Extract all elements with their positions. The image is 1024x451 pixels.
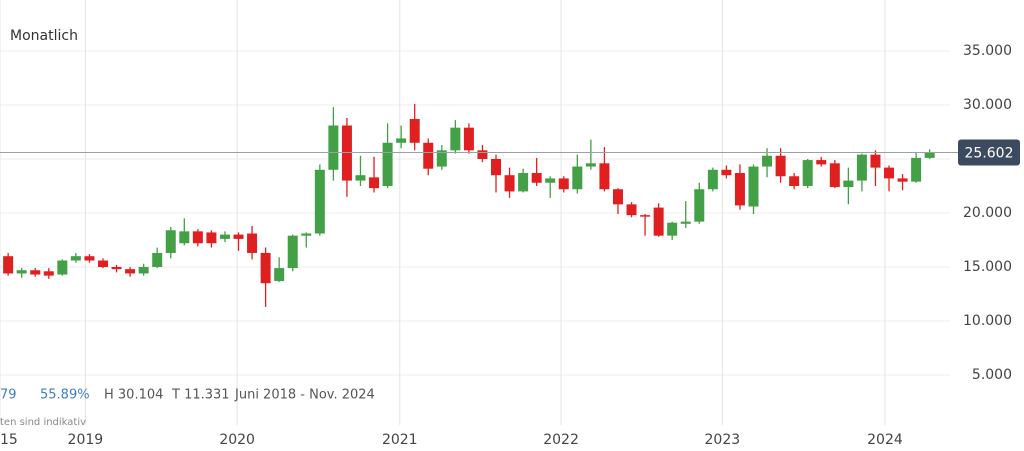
candle-body	[3, 256, 14, 274]
candle-body	[870, 154, 881, 168]
candle-body	[694, 189, 705, 222]
candle-body	[829, 163, 840, 188]
low-stat: T 11.331	[171, 388, 230, 403]
candle-body	[341, 125, 352, 181]
interval-label: Monatlich	[10, 28, 78, 44]
y-tick-label: 35.000	[963, 43, 1012, 59]
candle-body	[84, 256, 95, 261]
candle-body	[247, 233, 258, 253]
candle-body	[924, 152, 935, 158]
candle-body	[382, 142, 393, 186]
candle-body	[260, 252, 271, 284]
candle-body	[423, 142, 434, 169]
candle-body	[789, 176, 800, 186]
x-tick-label: 2015	[0, 432, 18, 448]
candle-body	[762, 155, 773, 167]
candle-body	[653, 207, 664, 236]
candle-body	[57, 260, 68, 275]
candle-body	[206, 232, 217, 244]
candle-body	[301, 233, 312, 236]
candle-body	[843, 180, 854, 188]
candle-body	[667, 222, 678, 236]
candle-body	[504, 175, 515, 192]
candle-body	[179, 231, 190, 244]
candle-body	[409, 119, 420, 143]
x-tick-label: 2019	[68, 432, 104, 448]
candle-body	[585, 163, 596, 167]
candle-body	[219, 234, 230, 239]
candle-body	[518, 173, 529, 192]
candle-body	[680, 221, 691, 224]
y-tick-label: 20.000	[963, 205, 1012, 221]
y-tick-label: 5.000	[972, 367, 1012, 383]
range-stat: Juni 2018 - Nov. 2024	[234, 388, 375, 403]
candle-body	[192, 231, 203, 244]
candle-body	[775, 155, 786, 177]
candle-body	[152, 252, 163, 267]
candle-body	[287, 235, 298, 269]
candle-body	[274, 268, 285, 282]
candle-body	[897, 178, 908, 182]
candle-body	[314, 169, 325, 234]
candle-body	[734, 173, 745, 206]
candle-body	[816, 160, 827, 165]
candle-body	[748, 166, 759, 207]
change-abs: 79	[0, 388, 17, 403]
x-tick-label: 2021	[382, 432, 418, 448]
candle-body	[97, 260, 108, 267]
candle-body	[70, 256, 81, 261]
candle-body	[165, 230, 176, 253]
candle-body	[436, 150, 447, 167]
candle-body	[491, 158, 502, 176]
candle-body	[612, 189, 623, 205]
high-stat: H 30.104	[104, 388, 163, 403]
x-tick-label: 2022	[543, 432, 579, 448]
candle-body	[16, 270, 27, 274]
y-tick-label: 15.000	[963, 259, 1012, 275]
candle-body	[450, 127, 461, 151]
candle-body	[125, 269, 136, 274]
candle-body	[721, 169, 732, 176]
candle-body	[572, 166, 583, 190]
candle-body	[369, 177, 380, 189]
candle-body	[233, 234, 244, 239]
candle-body	[138, 266, 149, 274]
x-tick-label: 2020	[219, 432, 255, 448]
candle-body	[545, 178, 556, 183]
candle-body	[531, 173, 542, 183]
y-tick-label: 10.000	[963, 313, 1012, 329]
x-tick-label: 2023	[705, 432, 741, 448]
candle-body	[463, 127, 474, 151]
current-price-label: 25.602	[965, 145, 1014, 161]
candle-body	[477, 150, 488, 159]
candle-body	[328, 125, 339, 170]
x-tick-label: 2024	[867, 432, 903, 448]
candle-body	[707, 169, 718, 190]
candle-body	[599, 163, 610, 190]
y-tick-label: 30.000	[963, 97, 1012, 113]
candle-body	[558, 178, 569, 190]
candle-body	[884, 167, 895, 179]
candle-body	[802, 160, 813, 186]
candle-body	[355, 175, 366, 181]
current-price-box	[958, 139, 1020, 166]
candle-body	[30, 270, 41, 275]
note: ten sind indikativ	[0, 417, 86, 428]
candle-body	[626, 204, 637, 216]
candle-body	[111, 266, 122, 270]
candle-body	[640, 215, 651, 217]
candle-body	[911, 157, 922, 182]
candle-body	[396, 138, 407, 143]
change-pct: 55.89%	[40, 388, 90, 403]
candle-body	[856, 154, 867, 181]
candle-body	[43, 271, 54, 276]
